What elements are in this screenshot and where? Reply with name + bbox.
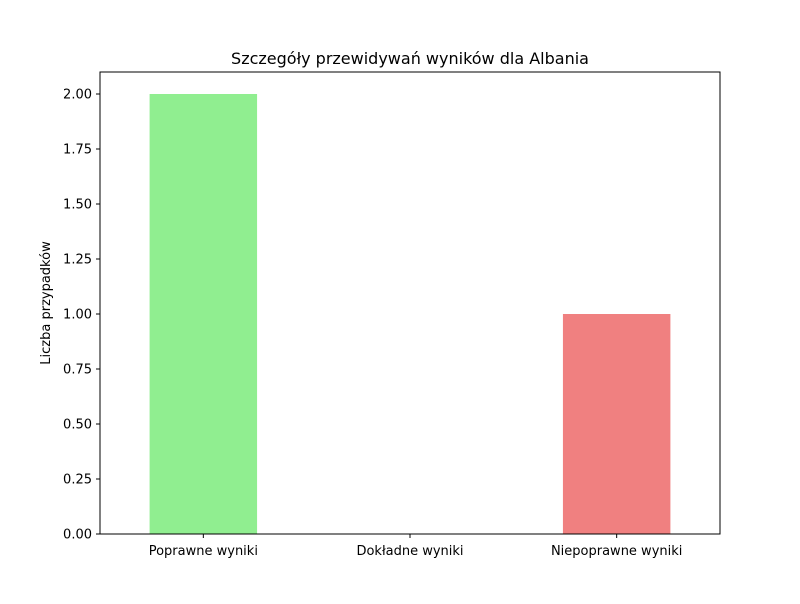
x-tick-label: Poprawne wyniki	[149, 544, 258, 559]
x-tick-label: Dokładne wyniki	[356, 544, 463, 559]
x-tick-label: Niepoprawne wyniki	[551, 544, 682, 559]
x-axis-ticks: Poprawne wyniki Dokładne wyniki Niepoprawn…	[149, 534, 682, 559]
y-axis-label: Liczba przypadków	[39, 241, 54, 365]
y-axis-ticks: 0.00 0.25 0.50 0.75 1.00 1.25 1.50 1.75 2.00	[63, 88, 100, 543]
bar-3	[562, 314, 671, 534]
y-tick-label: 1.75	[63, 143, 92, 158]
y-tick-label: 1.00	[63, 308, 92, 323]
y-tick-label: 0.75	[63, 363, 92, 378]
y-tick-label: 2.00	[63, 88, 92, 103]
y-tick-label: 0.50	[63, 418, 92, 433]
bars-group	[149, 94, 671, 534]
y-tick-label: 1.50	[63, 198, 92, 213]
y-tick-label: 0.25	[63, 473, 92, 488]
chart-title: Szczegóły przewidywań wyników dla Albani…	[231, 49, 589, 68]
bar-1	[149, 94, 258, 534]
y-tick-label: 1.25	[63, 253, 92, 268]
y-tick-label: 0.00	[63, 528, 92, 543]
plot-frame	[99, 71, 721, 535]
